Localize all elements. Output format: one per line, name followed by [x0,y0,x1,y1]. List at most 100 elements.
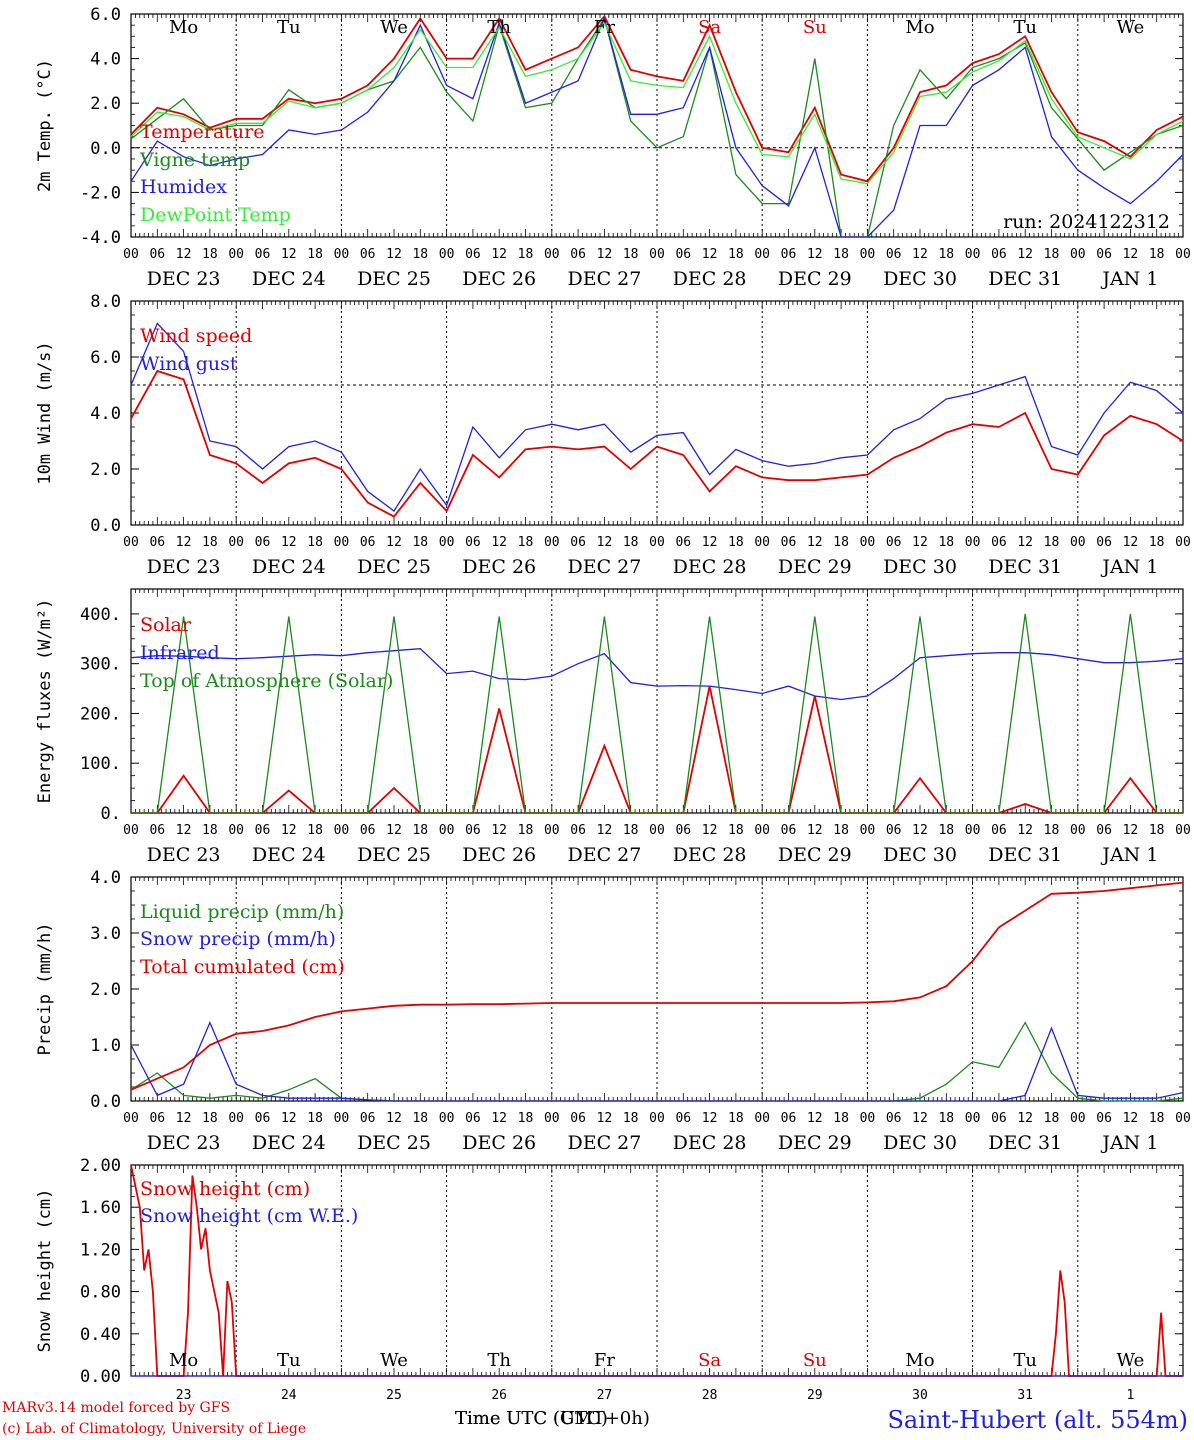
y-tick-label: 6.0 [90,5,121,25]
hour-tick-label: 00 [860,823,876,838]
hour-tick-label: 00 [544,247,560,262]
weekday-label: We [1117,17,1145,38]
hour-tick-label: 06 [465,247,481,262]
hour-tick-label: 12 [807,823,823,838]
hour-tick-label: 18 [412,535,428,550]
y-axis-label: Precip (mm/h) [35,922,55,1055]
hour-tick-label: 12 [912,535,928,550]
day-number-label: 26 [491,1388,507,1403]
legend-entry: Top of Atmosphere (Solar) [140,670,393,692]
hour-tick-label: 12 [702,535,718,550]
day-number-label: 29 [807,1388,823,1403]
hour-tick-label: 18 [1149,1111,1165,1126]
series-line-humidex [130,16,1184,238]
y-tick-label: 100. [80,754,121,774]
hour-tick-label: 06 [570,535,586,550]
hour-tick-label: 06 [255,1111,271,1126]
date-label: DEC 25 [357,844,431,866]
hour-tick-label: 12 [1017,1111,1033,1126]
y-tick-label: 1.20 [80,1240,121,1260]
date-label: JAN 1 [1100,1132,1158,1154]
hour-tick-label: 00 [228,247,244,262]
weekday-label: Th [487,1350,511,1371]
hour-tick-label: 06 [570,247,586,262]
hour-tick-label: 06 [465,823,481,838]
hour-tick-label: 06 [781,823,797,838]
legend-entry: DewPoint Temp [140,204,291,226]
hour-tick-label: 00 [860,535,876,550]
weekday-label: We [380,1350,408,1371]
hour-tick-label: 00 [965,247,981,262]
date-label: DEC 23 [147,1132,221,1154]
hour-tick-label: 06 [991,823,1007,838]
y-tick-label: 2.0 [90,980,121,1000]
hour-tick-label: 12 [702,1111,718,1126]
date-label: DEC 30 [883,268,957,290]
date-label: DEC 23 [147,844,221,866]
x-axis-label-utc: Time UTC (UTC) [455,1408,608,1429]
hour-tick-label: 12 [1017,535,1033,550]
hour-tick-label: 18 [202,247,218,262]
y-tick-label: 2.00 [80,1156,121,1176]
date-label: DEC 24 [252,268,326,290]
hour-tick-label: 12 [1123,535,1139,550]
hour-tick-label: 12 [281,823,297,838]
hour-tick-label: 00 [228,1111,244,1126]
hour-tick-label: 12 [597,1111,613,1126]
hour-tick-label: 00 [649,823,665,838]
weekday-label: Sa [698,1350,721,1371]
hour-tick-label: 12 [702,247,718,262]
hour-tick-label: 00 [1175,823,1191,838]
date-label: DEC 28 [673,268,747,290]
series-line-top-of-atmosphere-solar- [131,613,1183,814]
date-label: DEC 27 [567,268,641,290]
hour-tick-label: 18 [938,1111,954,1126]
date-label: JAN 1 [1100,844,1158,866]
hour-tick-label: 18 [833,1111,849,1126]
hour-tick-label: 18 [938,247,954,262]
series-line-total-cumulated-cm- [130,881,1184,1091]
hour-tick-label: 06 [1096,823,1112,838]
hour-tick-label: 06 [360,823,376,838]
hour-tick-label: 00 [123,1111,139,1126]
run-label: run: 2024122312 [1003,211,1170,233]
date-label: DEC 29 [778,844,852,866]
hour-tick-label: 06 [886,535,902,550]
hour-tick-label: 12 [807,247,823,262]
hour-tick-label: 06 [465,535,481,550]
date-label: DEC 23 [147,268,221,290]
y-tick-label: 8.0 [90,292,121,312]
weekday-label: Sa [698,17,721,38]
hour-tick-label: 00 [544,823,560,838]
hour-tick-label: 00 [439,247,455,262]
hour-tick-label: 00 [1070,1111,1086,1126]
hour-tick-label: 12 [386,823,402,838]
y-tick-label: 2.0 [90,94,121,114]
hour-tick-label: 18 [518,247,534,262]
hour-tick-label: 18 [412,823,428,838]
series-line-liquid-precip-mm-h- [130,1021,1184,1102]
panel-4: 4.0 3.0 2.0 1.0 0.0 Precip (mm/h) Liquid preci… [35,868,1191,1154]
footer-group: MARv3.14 model forced by GFS (c) Lab. of… [2,1400,1188,1437]
hour-tick-label: 00 [544,535,560,550]
legend-entry: Wind speed [140,325,252,347]
y-tick-label: 1.60 [80,1198,121,1218]
hour-tick-label: 12 [1123,1111,1139,1126]
day-number-label: 24 [281,1388,297,1403]
hour-tick-label: 18 [307,823,323,838]
day-number-label: 27 [597,1388,613,1403]
y-tick-label: -4.0 [80,228,121,248]
model-credit: MARv3.14 model forced by GFS [2,1400,230,1416]
hour-tick-label: 00 [649,535,665,550]
hour-tick-label: 12 [386,535,402,550]
date-label: DEC 31 [988,268,1062,290]
hour-tick-label: 18 [623,823,639,838]
date-label: DEC 31 [988,844,1062,866]
hour-tick-label: 12 [281,247,297,262]
hour-tick-label: 00 [439,1111,455,1126]
hour-tick-label: 12 [176,823,192,838]
day-number-label: 28 [702,1388,718,1403]
date-label: DEC 30 [883,844,957,866]
hour-tick-label: 12 [176,535,192,550]
hour-tick-label: 06 [781,247,797,262]
